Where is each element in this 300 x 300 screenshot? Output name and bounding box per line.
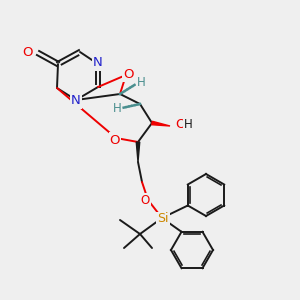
Polygon shape [136, 142, 140, 162]
Text: O: O [140, 194, 150, 206]
Text: N: N [93, 56, 103, 70]
Text: O: O [175, 118, 185, 131]
Text: H: H [184, 118, 193, 131]
Text: N: N [71, 94, 81, 107]
Text: O: O [22, 46, 33, 59]
Text: O: O [123, 68, 133, 80]
Polygon shape [152, 121, 170, 126]
Text: O: O [110, 134, 120, 146]
Text: Si: Si [157, 212, 169, 226]
Text: H: H [112, 103, 122, 116]
Text: H: H [136, 76, 146, 89]
